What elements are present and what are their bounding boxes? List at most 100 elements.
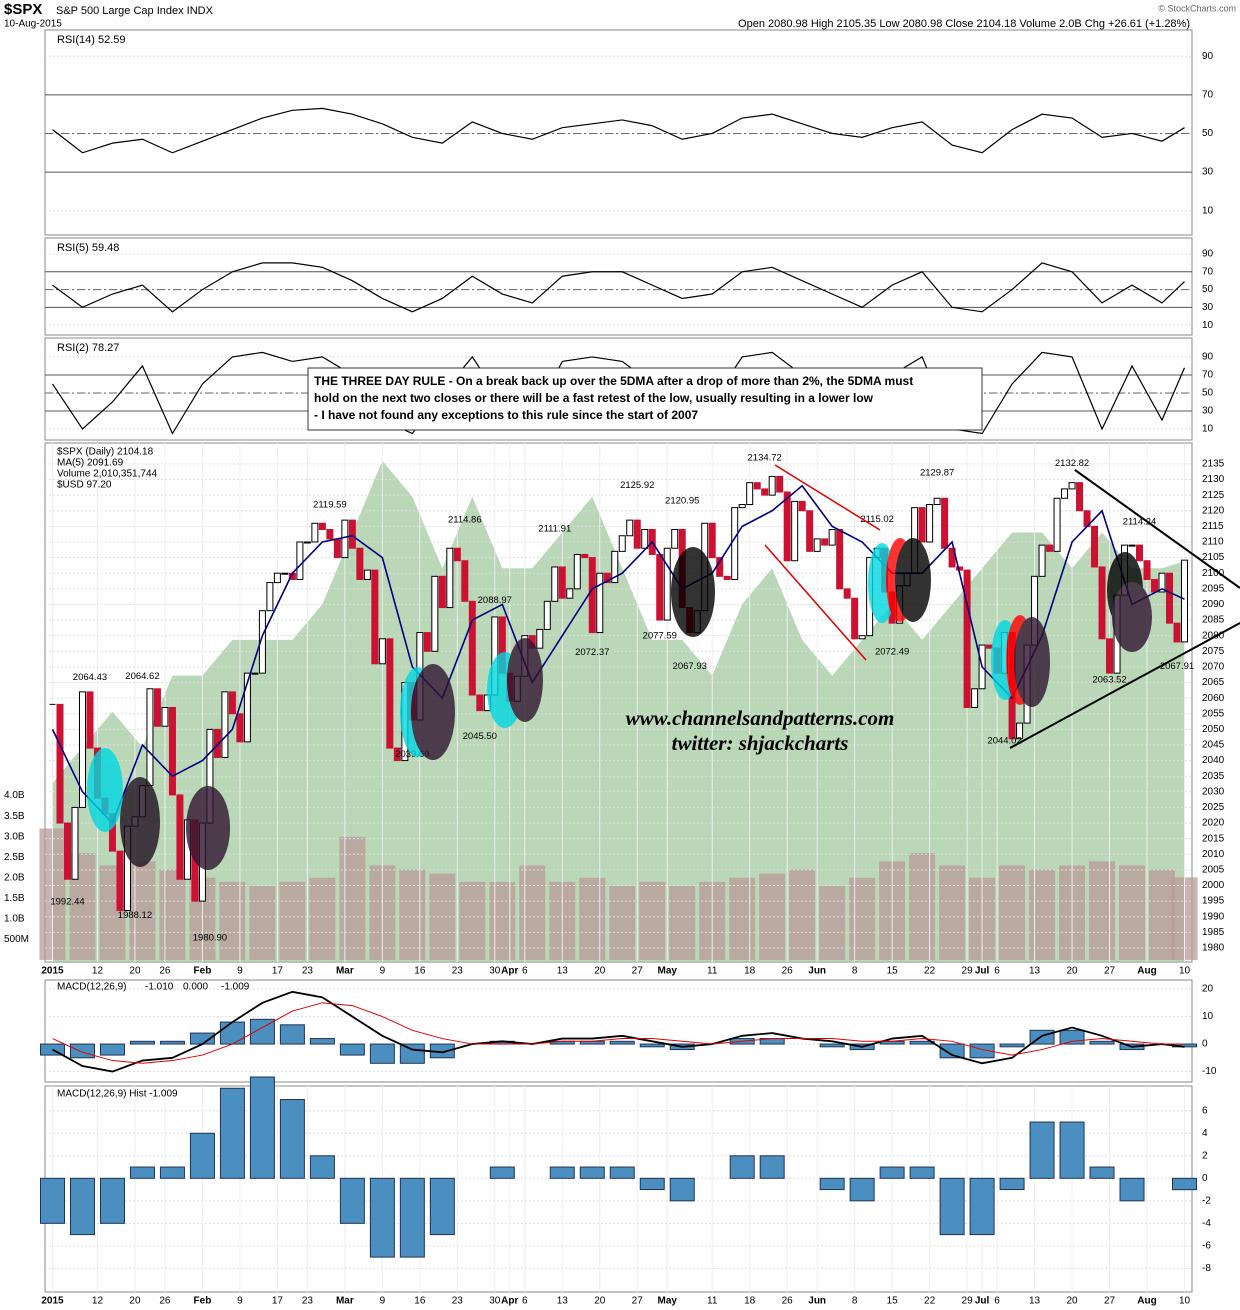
y-tick-label: 2015 [1202,833,1225,844]
volume-bar [639,881,666,960]
highlights [87,538,1152,870]
candle [326,529,334,540]
candle [558,566,566,599]
candle [776,475,784,493]
volume-bar [249,885,276,960]
candle [1128,544,1136,547]
candle [791,500,799,562]
candle [641,529,649,549]
y-tick-label: 1990 [1202,911,1225,922]
candle [581,553,589,559]
histogram-bar [489,1166,515,1179]
panel-title: MACD(12,26,9) Hist -1.009 [57,1089,178,1100]
histogram-bar [309,1155,335,1179]
y-tick-label: 2110 [1202,537,1224,548]
y-tick-label: 2115 [1202,521,1224,532]
candle [423,632,431,652]
price-label: 2072.49 [875,647,909,658]
x-tick-label: 6 [522,1296,528,1307]
histogram-bar [999,1177,1025,1191]
volume-bar [459,881,486,960]
candle [1158,572,1166,593]
candle [386,638,394,749]
y-tick-label: 70 [1202,370,1214,381]
candle [1098,566,1106,640]
y-tick-label: 2030 [1202,786,1225,797]
panel-title: MACD(12,26,9) [57,982,126,993]
histogram-bar [639,1177,665,1191]
candle [251,672,259,675]
symbol: $SPX [4,1,42,18]
candle [431,575,439,652]
x-tick-label: 9 [380,966,386,977]
histogram-bar [1119,1177,1145,1202]
x-tick-label: 8 [852,966,858,977]
candle [438,575,446,609]
y-tick-label: 50 [1202,284,1214,295]
histogram-bar [369,1043,395,1064]
volume-bar [279,881,306,960]
volume-bar [489,881,516,960]
y-tick-label: 2095 [1202,583,1225,594]
y-tick-label: 2010 [1202,849,1225,860]
candle [813,538,821,552]
panel-title: RSI(2) 78.27 [57,342,119,354]
candle [318,522,326,531]
y-tick-label: 30 [1202,167,1214,178]
candle [746,482,754,506]
candle [243,672,251,743]
histogram-bar [939,1177,965,1236]
candle [363,569,371,580]
candle [446,547,454,609]
x-tick-label: 6 [522,966,528,977]
x-tick-label: 13 [557,1296,569,1307]
histogram-bar [549,1166,575,1179]
price-label: 2063.52 [1092,675,1126,686]
quote: Open 2080.98 High 2105.35 Low 2080.98 Cl… [738,18,1190,30]
candle [468,600,476,696]
y-tick-label: 2035 [1202,771,1225,782]
candle [86,691,94,749]
series-line [52,262,1185,313]
histogram-bar [159,1166,185,1179]
y-tick-label: -4 [1202,1218,1211,1229]
x-tick-label: 23 [452,966,464,977]
x-tick-label: 20 [129,966,141,977]
histogram-bar [189,1132,215,1179]
x-tick-label: Apr [501,966,518,977]
histogram-bar [1089,1166,1115,1179]
candle [296,541,304,580]
histogram-bar [999,1043,1025,1048]
histogram-bar [729,1155,755,1179]
y-tick-label: 2040 [1202,755,1225,766]
price-label: 2045.50 [463,731,497,742]
x-tick-label: 10 [1179,966,1191,977]
x-tick-label: 2015 [41,1296,64,1307]
price-label: 2067.91 [1160,661,1194,672]
usd-area [52,460,1185,962]
y-tick-label: 50 [1202,128,1214,139]
candle [708,522,716,559]
volume-bar [1119,865,1146,960]
y-tick-label: 1995 [1202,896,1225,907]
candle [671,529,679,549]
candle [176,794,184,880]
volume-bar [819,885,846,960]
x-tick-label: May [658,1296,678,1307]
y-tick-label: -2 [1202,1195,1211,1206]
x-tick-label: 6 [994,1296,1000,1307]
histogram-bar [819,1177,845,1191]
histogram-bar [279,1024,305,1045]
y-tick-label: 2020 [1202,818,1225,829]
volume-bar [789,869,816,960]
volume-bar [729,877,756,960]
date: 10-Aug-2015 [4,19,62,30]
histogram-bar [759,1155,785,1179]
candle [588,557,596,634]
x-tick-label: Jul [975,966,990,977]
y-tick-label: 2055 [1202,708,1225,719]
candle [611,550,619,584]
y-tick-label: 30 [1202,406,1214,417]
y-tick-label: 2060 [1202,693,1225,704]
candle [371,569,379,665]
